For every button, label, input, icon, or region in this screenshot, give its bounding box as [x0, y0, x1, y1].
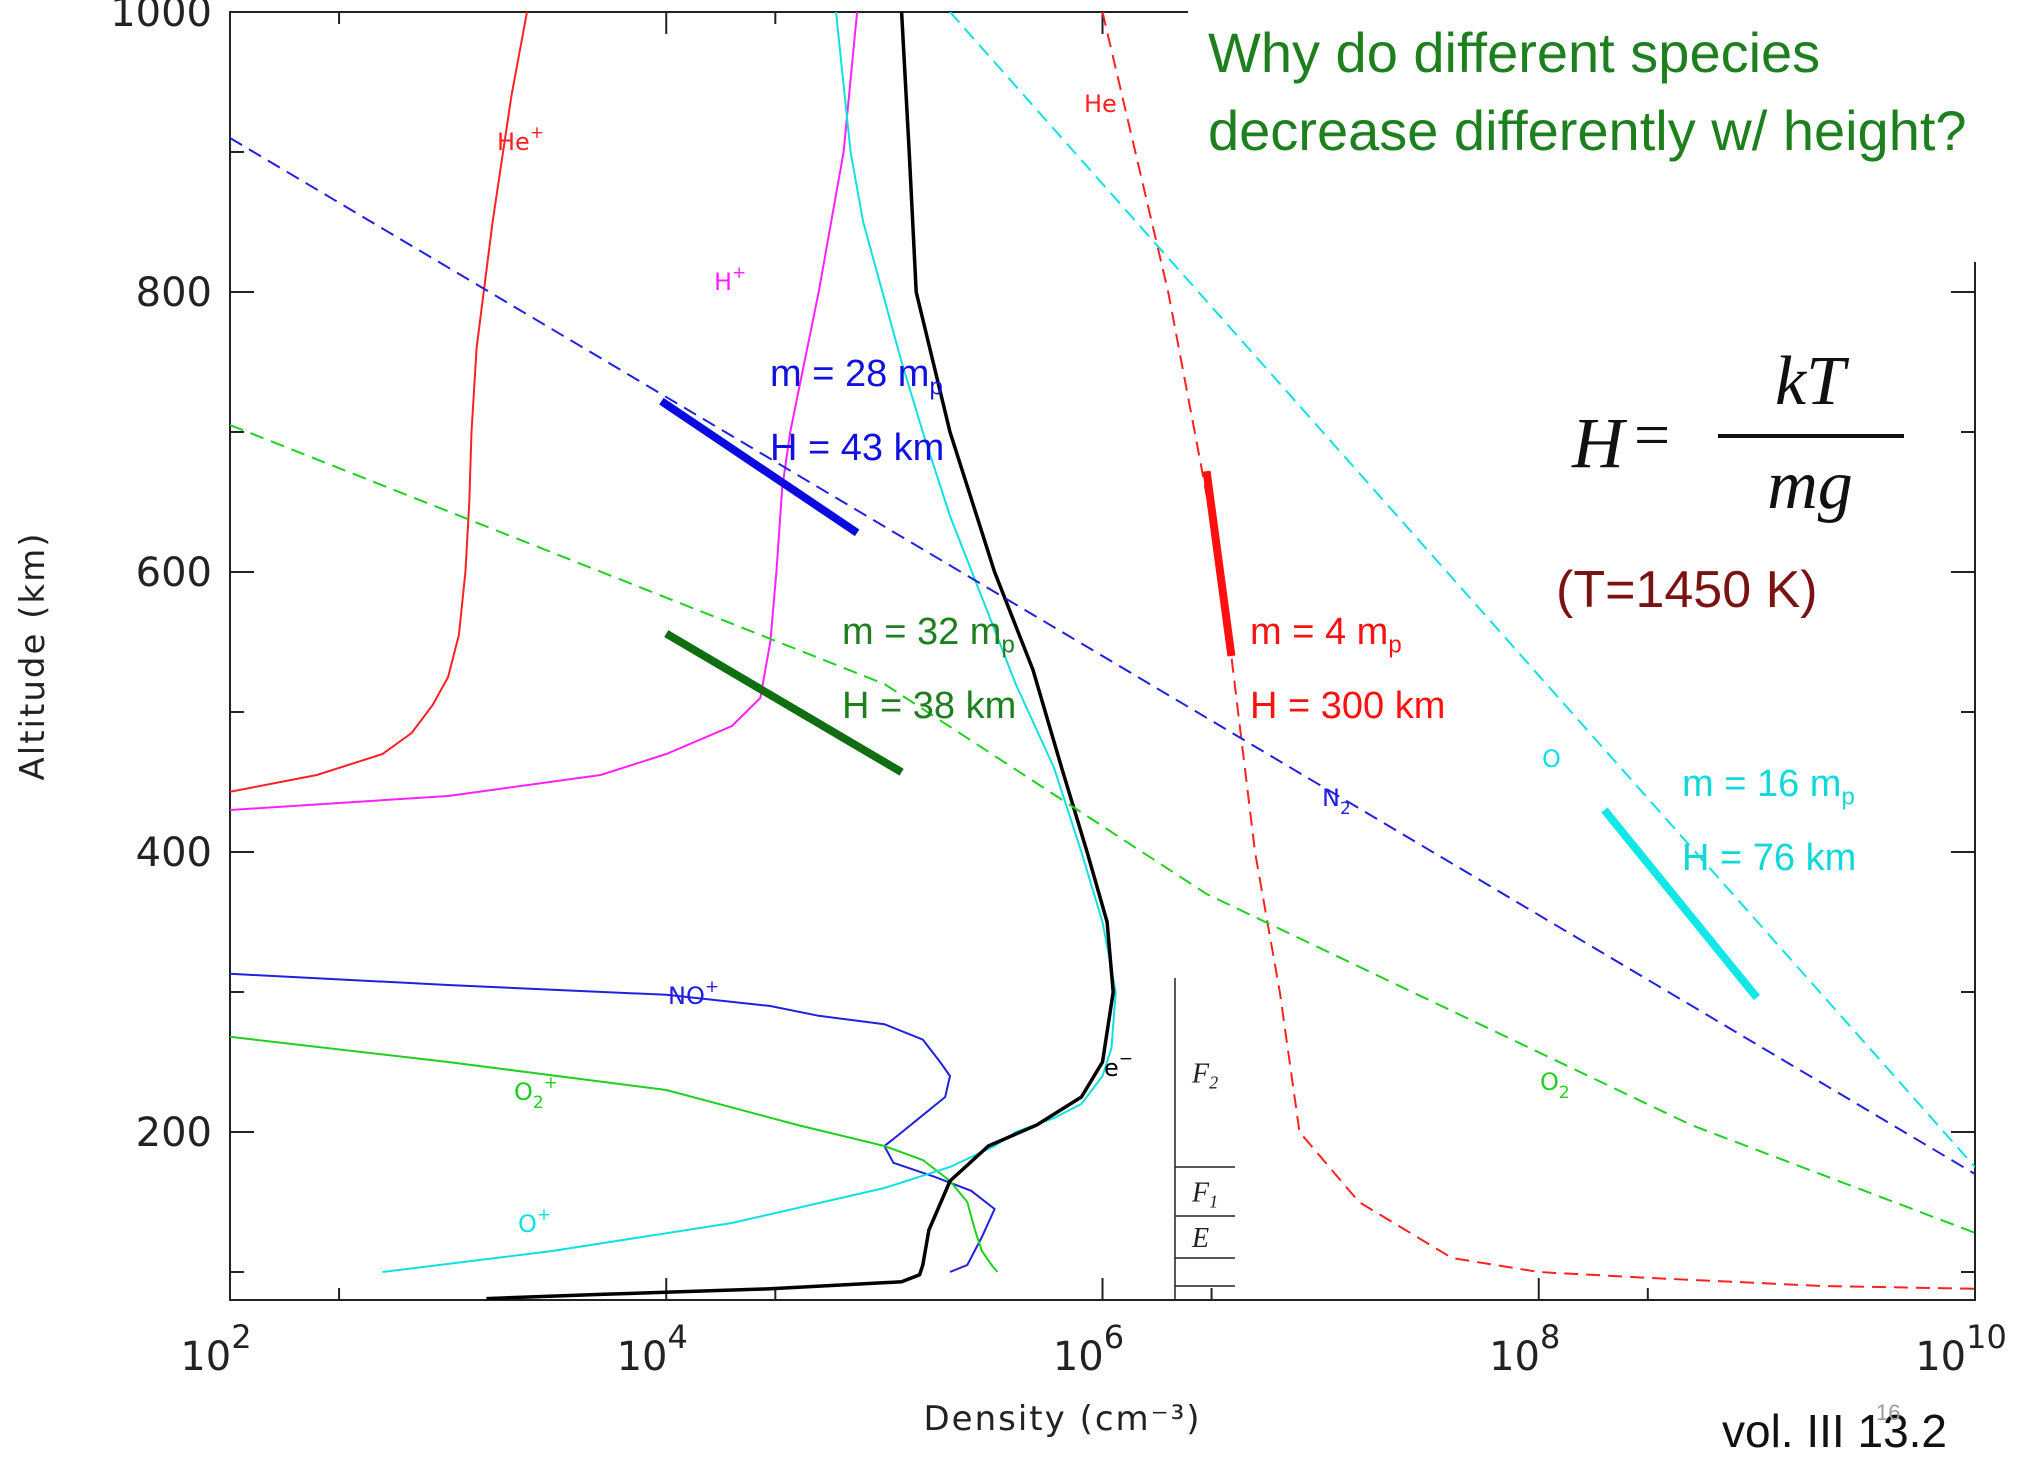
- fit-segment-n2fit: [659, 397, 860, 537]
- series-label-he: He: [1084, 90, 1117, 118]
- formula-numerator: kT: [1775, 343, 1845, 420]
- formula-fraction-bar: [1718, 434, 1904, 438]
- series-label-hplus: H+: [714, 263, 746, 296]
- question-text: Why do different species decrease differ…: [1208, 21, 1967, 162]
- o2-mass-sub: p: [1001, 631, 1015, 659]
- series-label-n2: N2: [1322, 784, 1351, 819]
- series-line-n2: [230, 137, 1975, 1175]
- x-tick-label: 104: [617, 1318, 688, 1380]
- ionosphere-layer-panel: F2 F1 E: [1174, 978, 1235, 1300]
- he-annotation: m = 4 mp H = 300 km: [1250, 602, 1445, 736]
- formula-equals: =: [1634, 399, 1671, 470]
- he-mass-label: m = 4 m: [1250, 611, 1389, 653]
- o2-annotation: m = 32 mp H = 38 km: [842, 602, 1016, 736]
- series-label-o2: O2: [1540, 1068, 1570, 1103]
- series-label-o: O: [1542, 745, 1561, 773]
- layer-label: F1: [1191, 1178, 1218, 1212]
- reference-label: vol. III 13.2: [1722, 1405, 1948, 1457]
- layer-label: F2: [1191, 1059, 1218, 1093]
- layer-label: E: [1191, 1223, 1209, 1254]
- o2-mass-label: m = 32 m: [842, 611, 1002, 653]
- o-mass-label: m = 16 m: [1682, 763, 1842, 805]
- y-axis-label: Altitude (km): [13, 531, 53, 780]
- series-line-electron: [486, 12, 1115, 1300]
- n2-mass-label: m = 28 m: [770, 353, 930, 395]
- series-line-heplus: [230, 12, 528, 793]
- x-tick-label: 1010: [1915, 1318, 2007, 1380]
- y-tick-label: 600: [136, 550, 212, 596]
- formula-denominator: mg: [1767, 447, 1853, 524]
- n2-scale-height-label: H = 43 km: [770, 426, 945, 469]
- question-backdrop: [1188, 0, 2036, 262]
- he-scale-height-label: H = 300 km: [1250, 684, 1446, 727]
- series-label-oplus: O+: [518, 1205, 551, 1238]
- y-tick-label: 200: [136, 1110, 212, 1156]
- page-number: 16: [1876, 1400, 1901, 1425]
- x-tick-label: 108: [1489, 1318, 1560, 1380]
- series-label-heplus: He+: [497, 123, 544, 156]
- axes-layer: 102 104 106 108 1010 200 400 600 800 1000 Density …: [13, 0, 2036, 1439]
- series-layer: [230, 12, 1975, 1300]
- fit-segment-hefit: [1202, 470, 1236, 657]
- fit-segment-o2fit: [664, 630, 904, 776]
- series-line-hplus: [230, 12, 859, 811]
- series-line-noplus: [230, 972, 996, 1273]
- fit-segment-ofit: [1601, 807, 1760, 1001]
- series-label-layer: He+ H+ NO+ O2+ O+ e− He O N2 O2: [497, 90, 1570, 1238]
- series-line-o: [949, 12, 1975, 1168]
- series-label-noplus: NO+: [668, 977, 719, 1010]
- o-mass-sub: p: [1841, 783, 1855, 811]
- o-annotation: m = 16 mp H = 76 km: [1682, 754, 1856, 888]
- n2-mass-sub: p: [929, 373, 943, 401]
- temperature-label: (T=1450 K): [1556, 561, 1818, 619]
- he-mass-sub: p: [1388, 631, 1402, 659]
- y-tick-label: 800: [136, 270, 212, 316]
- series-label-o2plus: O2+: [514, 1073, 558, 1113]
- x-tick-label: 102: [180, 1318, 251, 1380]
- x-tick-label: 106: [1053, 1318, 1124, 1380]
- series-label-electron: e−: [1104, 1049, 1133, 1082]
- x-axis-label: Density (cm⁻³): [924, 1399, 1202, 1439]
- y-tick-label: 1000: [110, 0, 212, 36]
- n2-annotation: m = 28 mp H = 43 km: [770, 344, 944, 478]
- scale-height-fit-layer: [659, 397, 1760, 1001]
- y-tick-label: 400: [136, 830, 212, 876]
- formula-lhs: H: [1572, 403, 1624, 483]
- series-line-oplus: [382, 12, 1117, 1273]
- series-line-o2: [230, 424, 1975, 1234]
- o-scale-height-label: H = 76 km: [1682, 836, 1857, 879]
- o2-scale-height-label: H = 38 km: [842, 684, 1017, 727]
- series-line-o2plus: [230, 1035, 999, 1273]
